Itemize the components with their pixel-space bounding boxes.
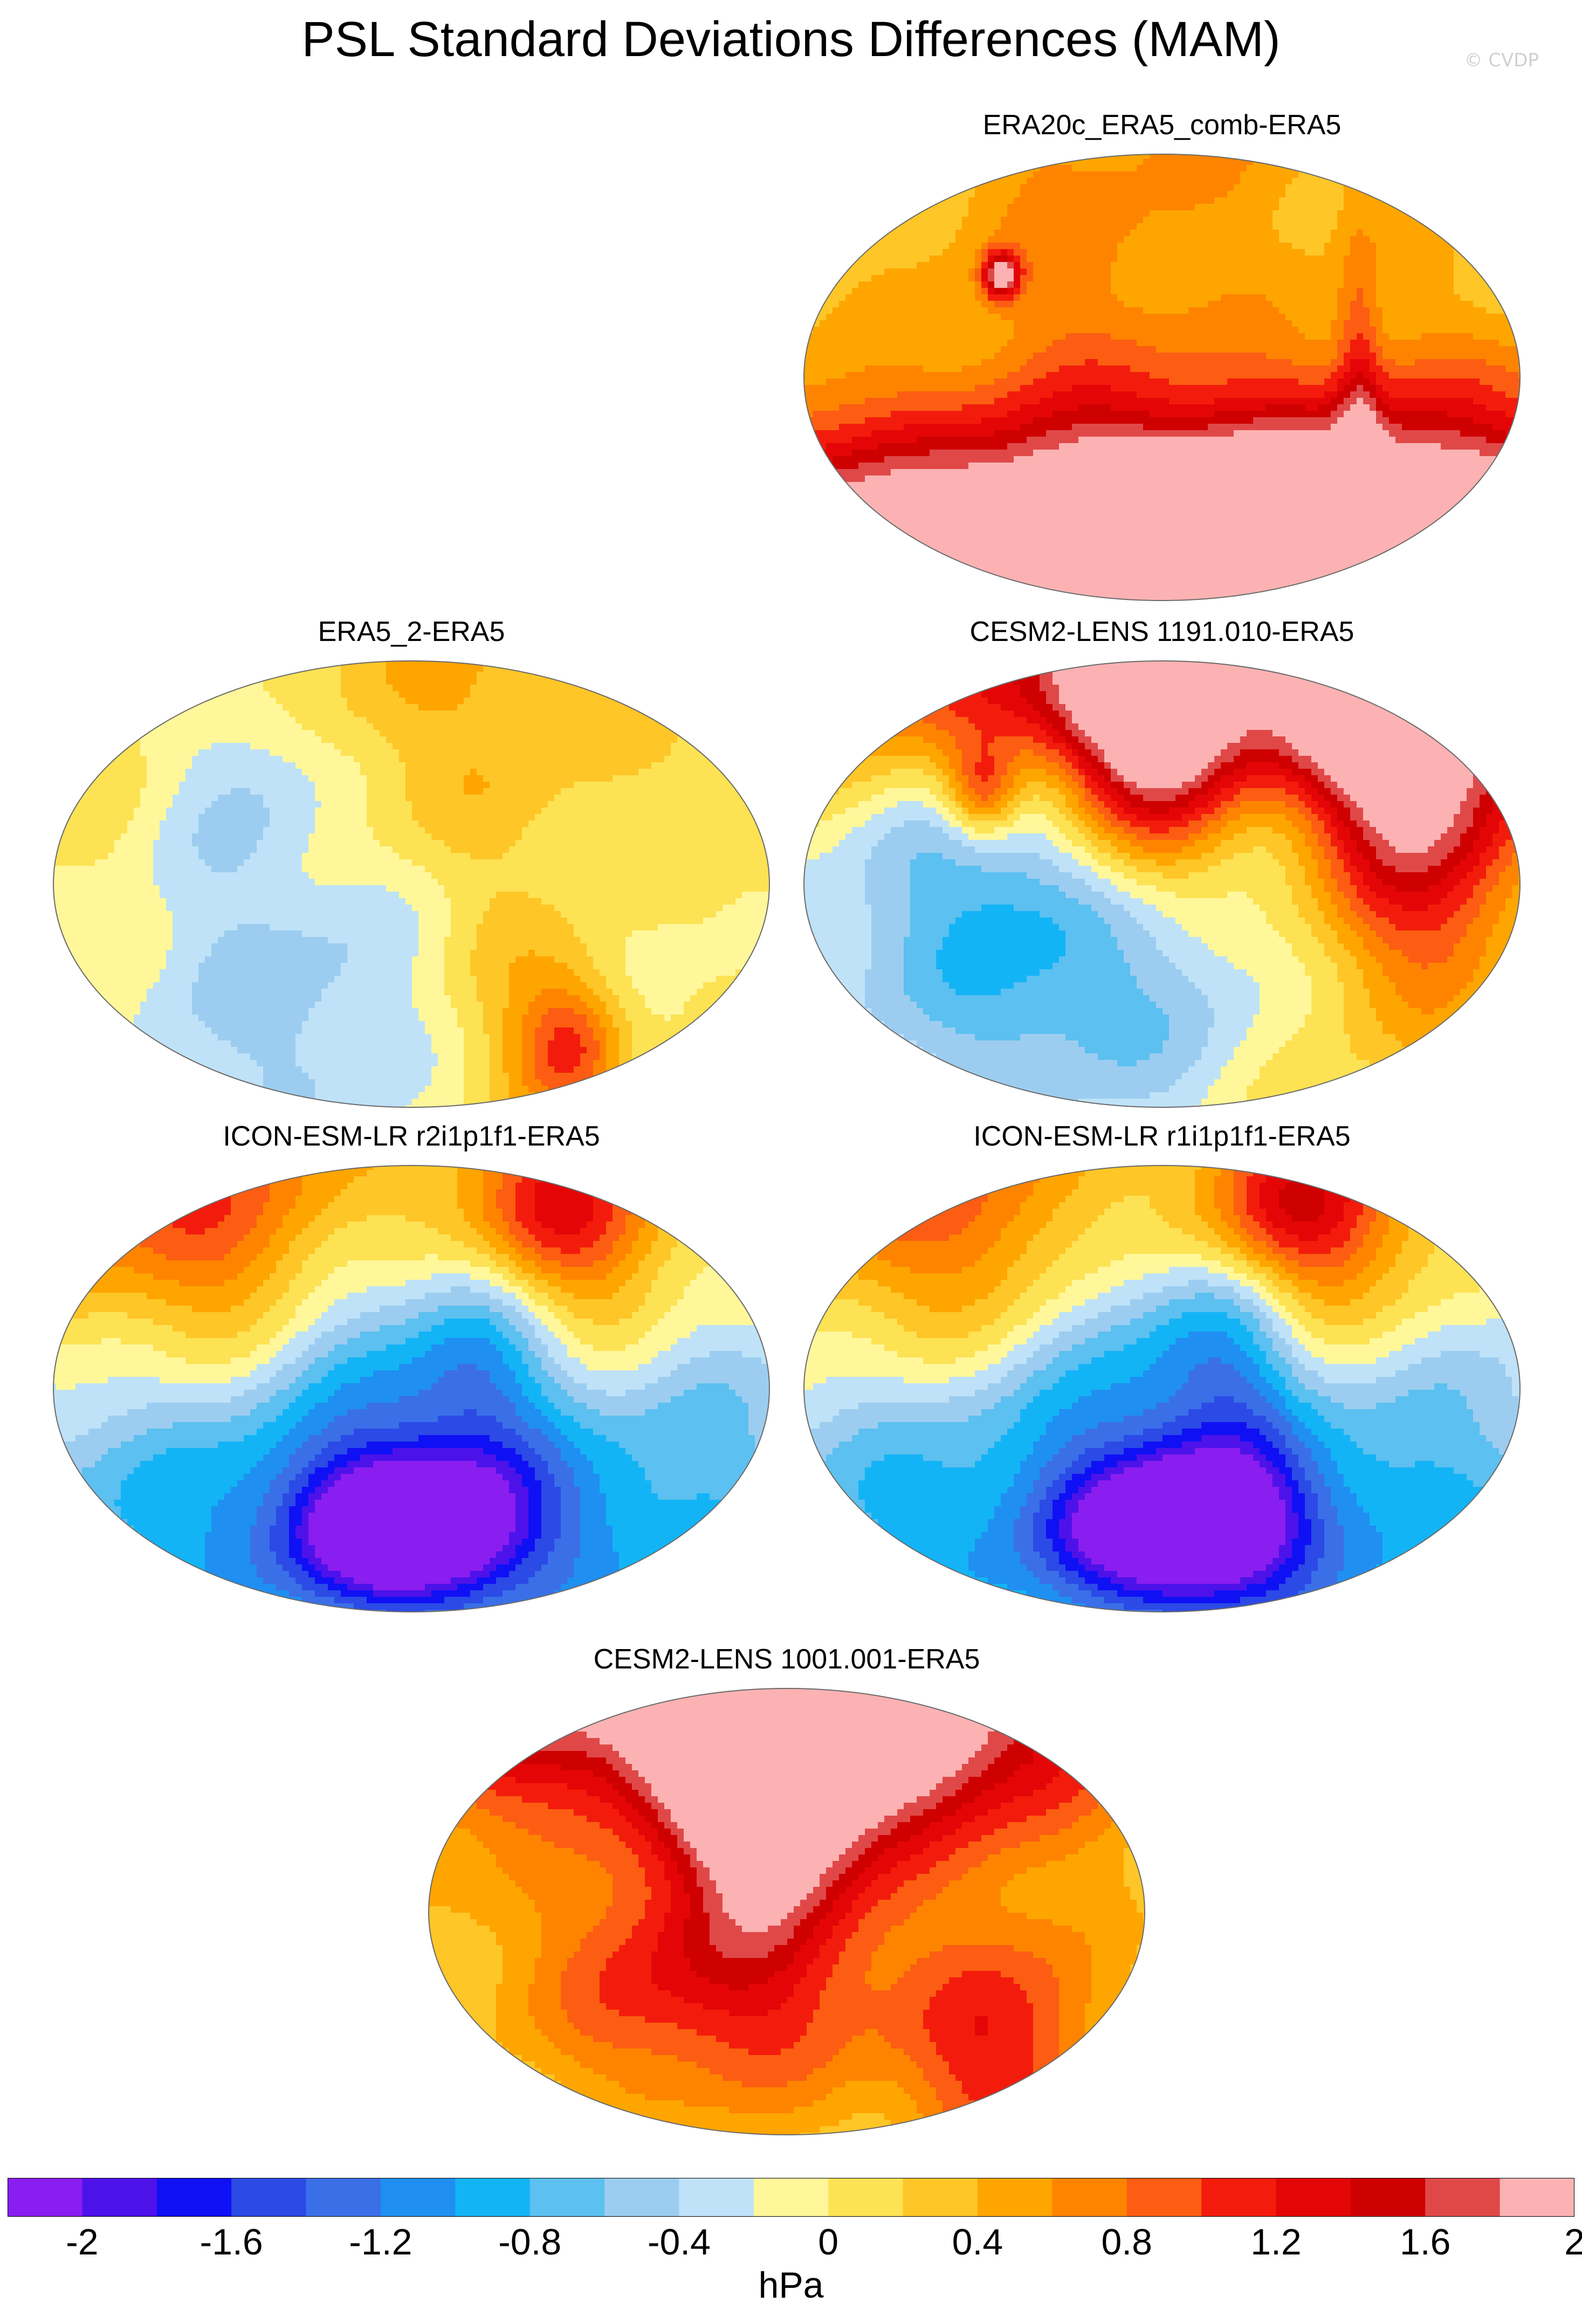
map-ellipse: [428, 1688, 1145, 2135]
colorbar-swatch: [1276, 2178, 1351, 2217]
colorbar-swatch: [828, 2178, 904, 2217]
map-panel-1: ERA20c_ERA5_comb-ERA5: [794, 108, 1530, 625]
map-panel-6: CESM2-LENS 1001.001-ERA5: [418, 1642, 1155, 2160]
colorbar-frame: [8, 2178, 1574, 2217]
map-outline: [53, 660, 770, 1108]
colorbar-tick-label: -0.8: [498, 2221, 561, 2263]
panel-title: CESM2-LENS 1191.010-ERA5: [794, 615, 1530, 649]
colorbar-swatch: [977, 2178, 1053, 2217]
colorbar-swatch: [679, 2178, 754, 2217]
panel-title: CESM2-LENS 1001.001-ERA5: [418, 1642, 1155, 1677]
panel-title: ICON-ESM-LR r1i1p1f1-ERA5: [794, 1119, 1530, 1154]
map-outline: [803, 154, 1521, 601]
map-field: [429, 1688, 1145, 2135]
colorbar-swatch: [1500, 2178, 1574, 2217]
colorbar-swatch: [306, 2178, 381, 2217]
map-panel-4: ICON-ESM-LR r2i1p1f1-ERA5: [43, 1119, 780, 1637]
colorbar-swatch: [903, 2178, 978, 2217]
map-field: [53, 1166, 769, 1612]
colorbar-tick-label: 1.2: [1250, 2221, 1302, 2263]
credit-watermark: © CVDP: [1464, 50, 1539, 71]
colorbar: [8, 2178, 1574, 2217]
colorbar-swatch: [529, 2178, 605, 2217]
colorbar-swatch: [1052, 2178, 1127, 2217]
colorbar-tick-label: -1.2: [349, 2221, 412, 2263]
colorbar-swatch: [380, 2178, 456, 2217]
colorbar-swatch: [1425, 2178, 1501, 2217]
map-panel-5: ICON-ESM-LR r1i1p1f1-ERA5: [794, 1119, 1530, 1637]
colorbar-units: hPa: [0, 2264, 1582, 2306]
colorbar-tick-label: -0.4: [648, 2221, 711, 2263]
panel-title: ERA5_2-ERA5: [43, 615, 780, 649]
panel-title: ICON-ESM-LR r2i1p1f1-ERA5: [43, 1119, 780, 1154]
figure-title: PSL Standard Deviations Differences (MAM…: [0, 10, 1582, 69]
colorbar-swatch: [753, 2178, 829, 2217]
colorbar-swatch: [8, 2178, 82, 2217]
map-panel-2: ERA5_2-ERA5: [43, 615, 780, 1132]
colorbar-swatch: [455, 2178, 531, 2217]
map-field: [804, 1166, 1520, 1612]
colorbar-swatch: [1201, 2178, 1276, 2217]
map-field: [804, 154, 1520, 601]
panel-title: ERA20c_ERA5_comb-ERA5: [794, 108, 1530, 142]
map-panel-3: CESM2-LENS 1191.010-ERA5: [794, 615, 1530, 1132]
colorbar-swatch: [1350, 2178, 1426, 2217]
colorbar-swatch: [604, 2178, 679, 2217]
colorbar-tick-label: 0.8: [1101, 2221, 1152, 2263]
colorbar-tick-label: -1.6: [200, 2221, 263, 2263]
colorbar-tick-label: 1.6: [1400, 2221, 1451, 2263]
map-ellipse: [53, 1165, 770, 1612]
colorbar-swatch: [231, 2178, 307, 2217]
map-outline: [428, 1688, 1145, 2135]
colorbar-swatch: [156, 2178, 232, 2217]
map-ellipse: [803, 660, 1521, 1108]
colorbar-tick-label: 2: [1564, 2221, 1582, 2263]
map-ellipse: [803, 154, 1521, 601]
map-field: [53, 661, 769, 1107]
map-outline: [53, 1165, 770, 1612]
map-ellipse: [803, 1165, 1521, 1612]
colorbar-tick-label: 0.4: [952, 2221, 1003, 2263]
map-ellipse: [53, 660, 770, 1108]
map-outline: [803, 1165, 1521, 1612]
colorbar-tick-label: -2: [66, 2221, 98, 2263]
map-field: [804, 661, 1520, 1107]
colorbar-swatch: [82, 2178, 157, 2217]
map-outline: [803, 660, 1521, 1108]
colorbar-tick-label: 0: [818, 2221, 838, 2263]
colorbar-swatch: [1126, 2178, 1202, 2217]
colorbar-tick-labels: -2 -1.6 -1.2 -0.8 -0.4 0 0.4 0.8 1.2 1.6 2: [0, 2221, 1582, 2275]
